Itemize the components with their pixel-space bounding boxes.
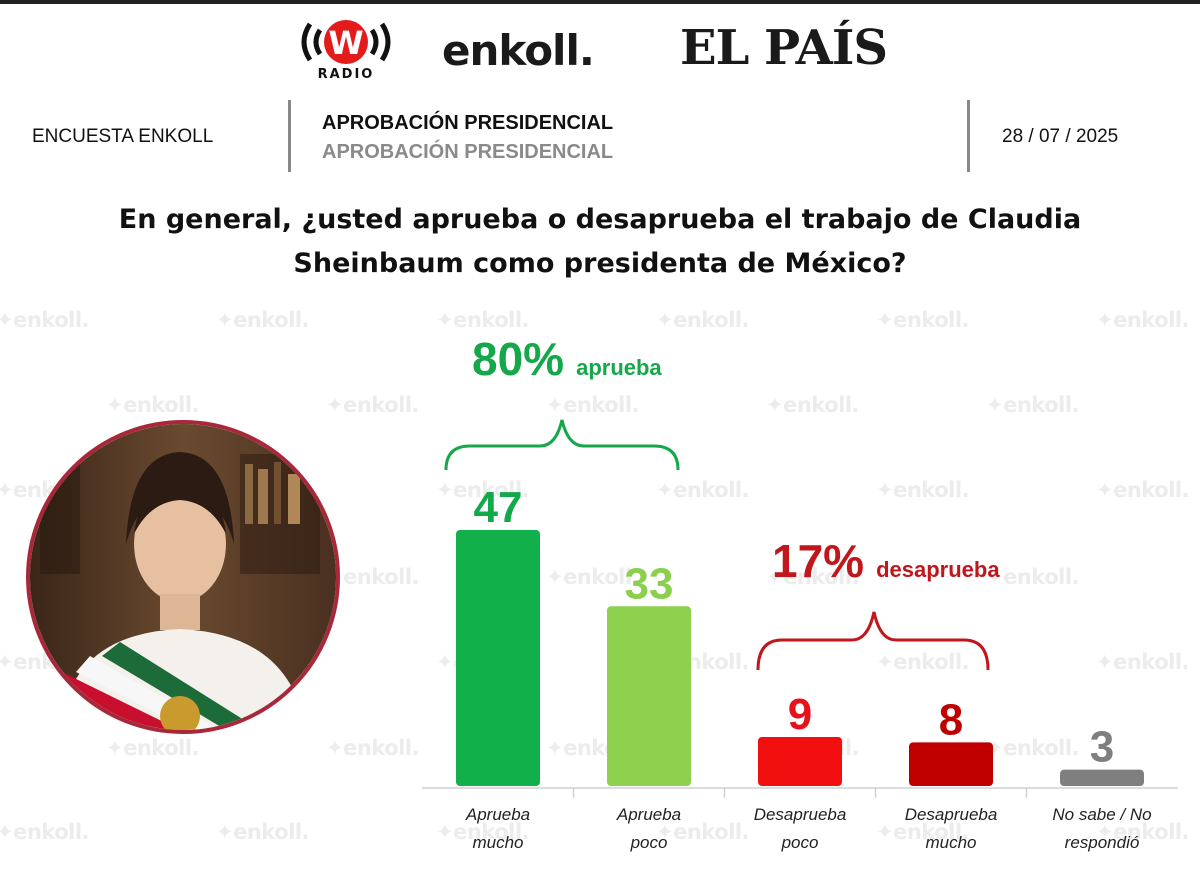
watermark: ✦enkoll. (326, 393, 420, 417)
watermark: ✦enkoll. (1096, 650, 1190, 674)
watermark: ✦enkoll. (436, 820, 530, 844)
watermark: ✦enkoll. (546, 393, 640, 417)
disapprove-bracket (756, 611, 990, 671)
disapprove-percent: 17% (772, 535, 865, 587)
wradio-mark: W (328, 24, 363, 62)
header-title: APROBACIÓN PRESIDENCIAL (322, 112, 614, 134)
category-label-4-0: No sabe / No (1052, 805, 1151, 824)
bar-3 (909, 742, 993, 786)
watermark: ✦enkoll. (106, 393, 200, 417)
category-label-2-1: poco (781, 833, 819, 852)
watermark: ✦enkoll. (656, 820, 750, 844)
approve-bracket (444, 419, 680, 471)
bar-1 (607, 606, 691, 786)
watermark: ✦enkoll. (106, 736, 200, 760)
bar-value-label-2: 9 (788, 690, 812, 739)
watermark: ✦enkoll. (436, 478, 530, 502)
bar-2 (758, 736, 842, 786)
category-label-0-1: mucho (472, 833, 523, 852)
category-label-3-0: Desaprueba (905, 805, 998, 824)
header-subtitle: APROBACIÓN PRESIDENCIAL (322, 141, 614, 163)
watermark: ✦enkoll. (216, 820, 310, 844)
disapprove-total: 17% desaprueba (772, 534, 1000, 588)
approve-percent: 80% (472, 333, 565, 385)
watermark: ✦enkoll. (876, 820, 970, 844)
bar-value-label-4: 3 (1090, 723, 1114, 772)
watermark: ✦enkoll. (1096, 308, 1190, 332)
watermark: ✦enkoll. (1096, 820, 1190, 844)
watermark: ✦enkoll. (876, 308, 970, 332)
category-label-2-0: Desaprueba (754, 805, 847, 824)
approve-total: 80% aprueba (472, 332, 662, 386)
wradio-logo: W RADIO (290, 12, 402, 82)
elpais-logo: EL PAÍS (680, 20, 888, 76)
category-label-1-1: poco (630, 833, 668, 852)
category-label-0-0: Aprueba (465, 805, 530, 824)
enkoll-logo: enkoll. (442, 26, 595, 75)
bar-4 (1060, 769, 1144, 786)
wradio-sub: RADIO (318, 67, 375, 82)
watermark: ✦enkoll. (876, 478, 970, 502)
bar-value-label-1: 33 (625, 559, 674, 608)
bar-value-label-0: 47 (474, 483, 523, 532)
watermark: ✦enkoll. (986, 736, 1080, 760)
watermark: ✦enkoll. (986, 393, 1080, 417)
watermark: ✦enkoll. (656, 308, 750, 332)
watermark: ✦enkoll. (0, 308, 90, 332)
approve-label: aprueba (576, 355, 662, 380)
survey-question: En general, ¿usted aprueba o desaprueba … (60, 198, 1140, 286)
category-label-3-1: mucho (925, 833, 976, 852)
watermark: ✦enkoll. (0, 820, 90, 844)
category-label-1-0: Aprueba (616, 805, 681, 824)
watermark: ✦enkoll. (766, 393, 860, 417)
watermark: ✦enkoll. (326, 565, 420, 589)
survey-date: 28 / 07 / 2025 (1002, 126, 1119, 147)
watermark: ✦enkoll. (876, 650, 970, 674)
watermark: ✦enkoll. (216, 308, 310, 332)
watermark: ✦enkoll. (1096, 478, 1190, 502)
header-divider-left (288, 100, 291, 172)
top-border (0, 0, 1200, 4)
watermark: ✦enkoll. (656, 478, 750, 502)
watermark: ✦enkoll. (766, 565, 860, 589)
header-divider-right (967, 100, 970, 172)
survey-label: ENCUESTA ENKOLL (32, 126, 214, 147)
watermark: ✦enkoll. (436, 308, 530, 332)
question-line-2: Sheinbaum como presidenta de México? (293, 248, 907, 279)
category-label-4-1: respondió (1065, 833, 1140, 852)
watermark: ✦enkoll. (546, 565, 640, 589)
watermark: ✦enkoll. (326, 736, 420, 760)
bar-value-label-3: 8 (939, 695, 963, 744)
portrait-photo (26, 420, 340, 734)
question-line-1: En general, ¿usted aprueba o desaprueba … (118, 204, 1082, 235)
disapprove-label: desaprueba (876, 557, 1000, 582)
bar-0 (456, 530, 540, 786)
watermark: ✦enkoll. (986, 565, 1080, 589)
